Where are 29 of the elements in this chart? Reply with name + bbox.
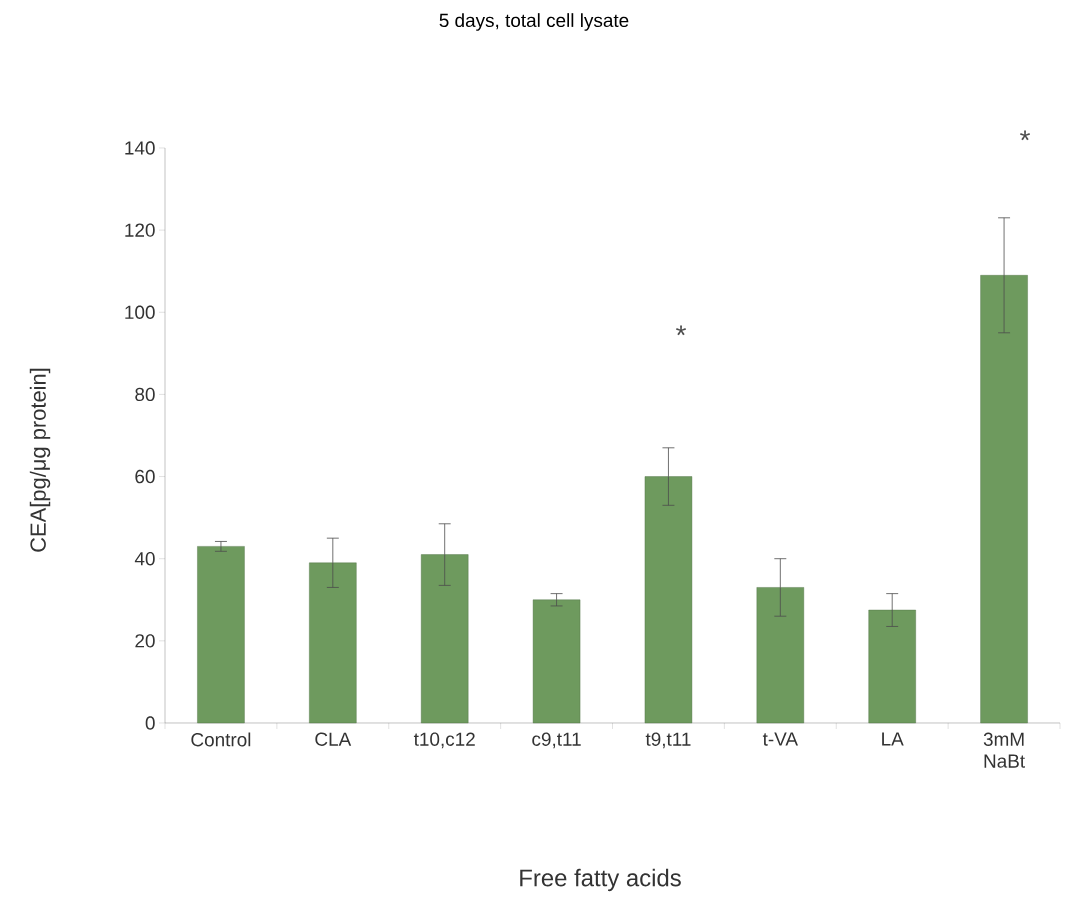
- bar: [756, 587, 805, 724]
- bar: [197, 546, 245, 724]
- x-tick-label: t9,t11: [645, 732, 691, 749]
- x-tick-label: Control: [191, 732, 251, 747]
- y-tick-label: 60: [135, 469, 155, 484]
- bar: [644, 476, 693, 724]
- x-tick-label: LA: [882, 732, 904, 746]
- x-tick-label: c9,t11: [532, 732, 581, 749]
- text: *: [1020, 130, 1030, 141]
- bar: [868, 609, 916, 724]
- y-tick-label: 40: [134, 551, 155, 566]
- y-tick-label: 20: [135, 634, 155, 648]
- x-axis-title: Free fatty acids: [520, 868, 681, 892]
- chart-title: 5 days, total cell lysate: [439, 13, 629, 31]
- bar: [532, 599, 581, 724]
- y-tick-label: 140: [125, 141, 155, 155]
- bar: [309, 562, 357, 724]
- x-tick-label: t-VA: [762, 732, 798, 746]
- x-tick-label: CLA: [315, 732, 352, 746]
- y-tick-label: 100: [125, 305, 155, 319]
- y-tick-label: 120: [125, 223, 155, 237]
- y-tick-label: 0: [145, 716, 155, 730]
- x-tick-label: 3mM NaBt: [983, 732, 1025, 768]
- annotation: *: [676, 325, 686, 336]
- y-tick-label: 80: [135, 387, 155, 402]
- bar: [421, 554, 469, 724]
- y-axis-title: CEA[pg/μg protein]: [29, 368, 51, 552]
- x-tick-label: t10,c12: [413, 732, 475, 749]
- bar: [980, 275, 1028, 724]
